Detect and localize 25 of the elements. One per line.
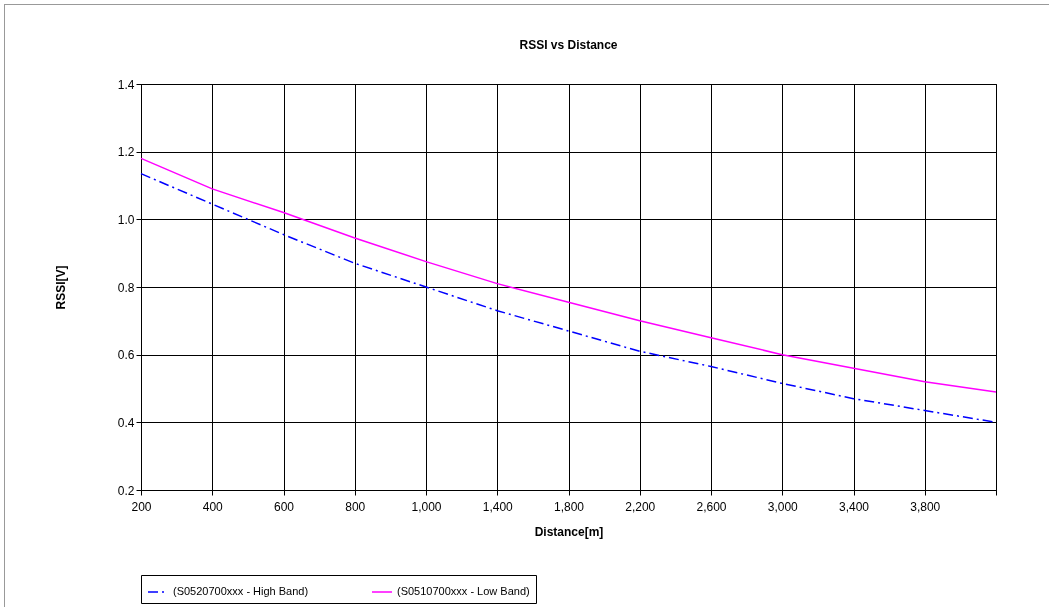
y-tick-label: 1.0 bbox=[117, 212, 135, 227]
x-tick-label: 3,400 bbox=[838, 499, 870, 514]
x-tick-label: 1,400 bbox=[482, 499, 514, 514]
y-tick-label: 0.4 bbox=[117, 415, 135, 430]
x-tick-label: 2,600 bbox=[696, 499, 727, 514]
x-axis-title: Distance[m] bbox=[534, 524, 604, 539]
x-tick-label: 3,000 bbox=[767, 499, 799, 514]
y-tick-label: 1.2 bbox=[117, 145, 135, 160]
x-tick-label: 2,200 bbox=[625, 499, 656, 514]
x-tick-label: 800 bbox=[345, 499, 366, 514]
y-tick-label: 1.4 bbox=[117, 77, 135, 92]
legend-label: (S0510700xxx - Low Band) bbox=[397, 585, 530, 597]
y-axis-title: RSSI[V] bbox=[53, 265, 68, 310]
y-tick-label: 0.6 bbox=[117, 348, 135, 363]
line-series bbox=[140, 157, 997, 393]
x-tick-label: 400 bbox=[202, 499, 224, 514]
x-tick-label: 200 bbox=[131, 499, 152, 514]
chart-title: RSSI vs Distance bbox=[519, 38, 618, 52]
legend-label: (S0520700xxx - High Band) bbox=[173, 585, 309, 597]
x-tick-label: 1,800 bbox=[553, 499, 585, 514]
x-tick-label: 3,800 bbox=[910, 499, 941, 514]
x-tick-label: 1,000 bbox=[411, 499, 442, 514]
y-tick-label: 0.2 bbox=[117, 483, 135, 498]
y-tick-label: 0.8 bbox=[117, 280, 135, 295]
x-tick-label: 600 bbox=[273, 499, 295, 514]
